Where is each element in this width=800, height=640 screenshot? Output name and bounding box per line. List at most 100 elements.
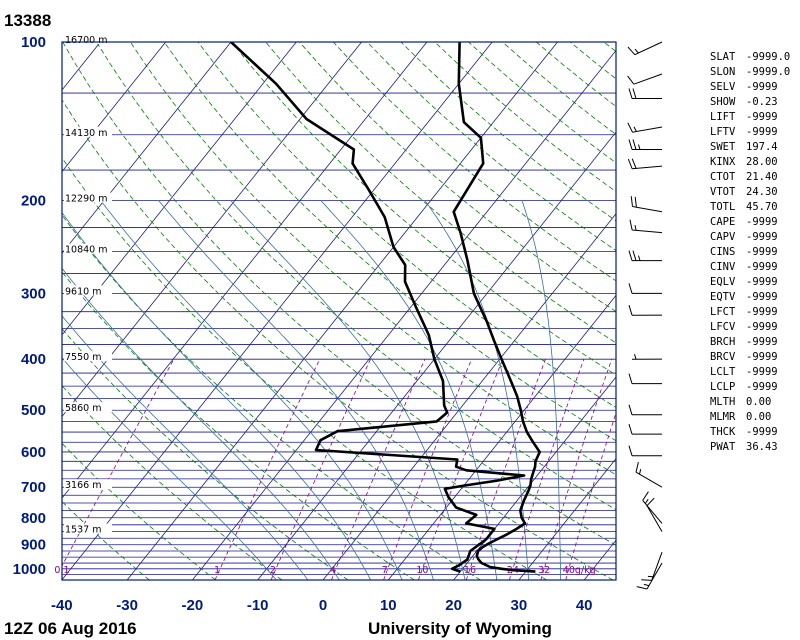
dry-adiabat-line — [163, 42, 616, 442]
wind-barb-flag — [632, 250, 637, 261]
wind-barb-flag — [634, 196, 637, 208]
wind-barb-half-flag — [634, 354, 637, 360]
wind-barb-half-flag — [633, 126, 637, 132]
wind-barb-staff — [642, 500, 663, 524]
wind-barb-staff — [632, 229, 663, 234]
index-name: LFCV — [710, 321, 736, 333]
wind-barb-flag — [628, 283, 633, 294]
dry-adiabat-line — [130, 42, 616, 476]
index-value: 28.00 — [746, 156, 778, 168]
mixing-ratio-label: 40g/kg — [563, 565, 596, 576]
wind-barb-half-flag — [634, 225, 637, 231]
wind-barb-flag — [627, 122, 633, 133]
wind-barb-staff — [635, 471, 663, 488]
height-label-bg — [64, 351, 112, 362]
height-label: 3166 m — [65, 480, 101, 491]
isotherm-line — [257, 131, 616, 580]
wind-barb-flag — [641, 579, 652, 581]
wind-barb — [627, 122, 663, 133]
wind-barb — [628, 445, 663, 457]
wind-barb-staff — [646, 562, 663, 590]
wind-barb — [636, 562, 663, 590]
mixing-ratio-label: 32 — [538, 565, 550, 576]
index-value: -9999 — [746, 351, 778, 363]
index-name: PWAT — [710, 441, 736, 453]
wind-barb — [641, 552, 663, 581]
index-name: BRCH — [710, 336, 735, 348]
wind-barb — [646, 497, 663, 532]
height-labels: 16700 m 14130 m 12290 m 10840 m 9610 m 7550 m… — [64, 34, 112, 536]
wind-barb — [628, 283, 663, 294]
isotherm-line — [62, 42, 362, 418]
source-label: University of Wyoming — [368, 619, 552, 638]
wind-barb-flag — [627, 158, 633, 169]
dry-adiabat-line — [197, 42, 616, 408]
index-name: BRCV — [710, 351, 736, 363]
wind-barb — [635, 461, 663, 488]
mixing-ratio-line — [540, 359, 613, 580]
height-label: 16700 m — [65, 35, 108, 46]
pressure-label: 400 — [21, 351, 46, 368]
mixing-ratio-line — [270, 359, 371, 580]
height-label-bg — [64, 402, 112, 413]
moist-adiabat-line — [424, 200, 530, 580]
isotherm-line — [62, 42, 493, 580]
wind-barb-staff — [634, 41, 663, 56]
wind-barbs — [627, 41, 663, 590]
isotherm-line — [192, 49, 616, 580]
wind-barb-flag — [631, 158, 637, 169]
wind-barb — [628, 88, 663, 99]
wind-barb-staff — [646, 505, 663, 532]
index-name: KINX — [710, 156, 736, 168]
index-value: 197.4 — [746, 141, 778, 153]
wind-barb-half-flag — [643, 583, 650, 587]
temperature-label: -20 — [182, 597, 204, 614]
index-name: SLAT — [710, 51, 736, 63]
dry-adiabat-line — [265, 42, 616, 344]
wind-barb — [628, 305, 663, 316]
wind-barb-half-flag — [638, 144, 641, 150]
moist-adiabat-line — [100, 200, 403, 580]
wind-barb — [631, 354, 663, 360]
height-label-bg — [64, 479, 112, 490]
pressure-label: 100 — [21, 34, 46, 51]
index-value: -9999 — [746, 276, 778, 288]
isotherm-line — [62, 42, 297, 336]
pressure-label: 1000 — [13, 561, 46, 578]
mixing-ratio-label: 16 — [464, 565, 476, 576]
wind-barb-flag — [632, 139, 637, 150]
mixing-ratio-line — [214, 359, 321, 580]
dry-adiabat-line — [62, 442, 216, 580]
mixing-ratio-line — [508, 359, 585, 580]
dewpoint-profile — [230, 42, 526, 573]
wind-barb-flag — [646, 497, 655, 507]
wind-barb — [628, 404, 663, 416]
dry-adiabat-line — [299, 42, 616, 313]
wind-barb-flag — [627, 75, 635, 85]
index-value: -9999 — [746, 366, 778, 378]
index-name: EQTV — [710, 291, 736, 303]
index-name: SLON — [710, 66, 735, 78]
temperature-label: -10 — [247, 597, 269, 614]
height-label-bg — [64, 285, 112, 296]
index-value: -9999.0 — [746, 66, 790, 78]
mixing-ratio-label: 1 — [214, 565, 220, 576]
wind-barb — [627, 158, 663, 170]
wind-barb-half-flag — [639, 468, 642, 475]
pressure-label: 200 — [21, 193, 46, 210]
height-label-bg — [64, 523, 112, 534]
isotherm-line — [387, 294, 616, 580]
height-label: 14130 m — [65, 128, 108, 139]
isotherm-line — [62, 42, 428, 499]
index-name: SELV — [710, 81, 736, 93]
index-name: LIFT — [710, 111, 736, 123]
index-value: -9999 — [746, 426, 778, 438]
index-value: -9999 — [746, 81, 778, 93]
index-name: LFTV — [710, 126, 736, 138]
pressure-label: 900 — [21, 537, 46, 554]
date-label: 12Z 06 Aug 2016 — [4, 619, 137, 638]
temperature-label: 0 — [319, 597, 327, 614]
wind-barb-half-flag — [644, 498, 649, 504]
index-name: CINS — [710, 246, 735, 258]
index-name: TOTL — [710, 201, 735, 213]
